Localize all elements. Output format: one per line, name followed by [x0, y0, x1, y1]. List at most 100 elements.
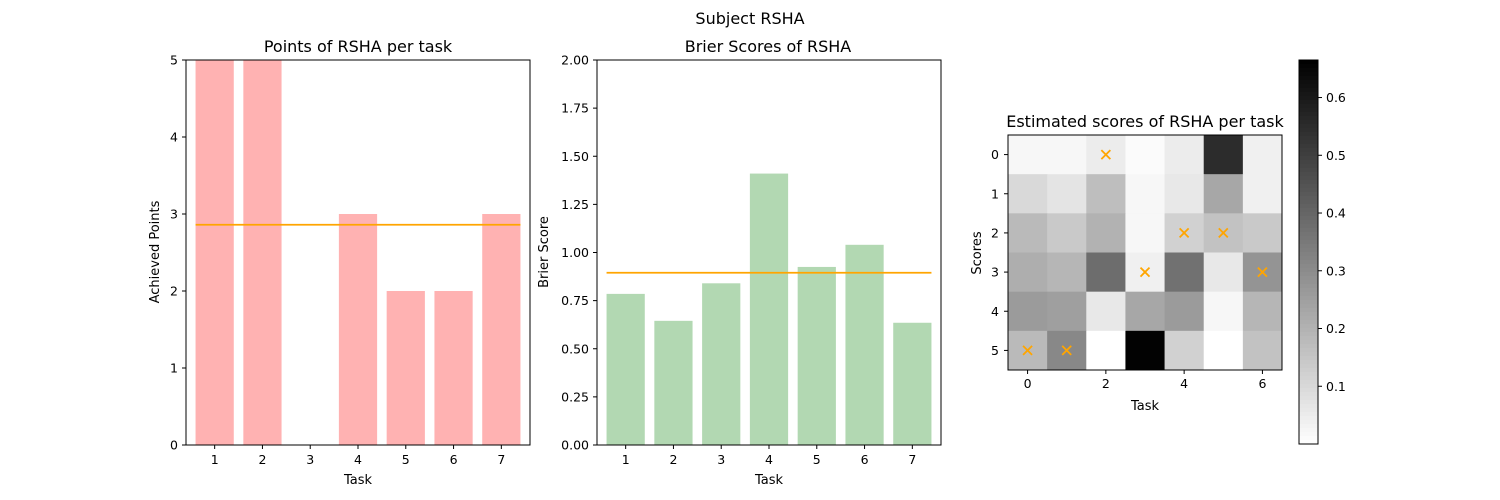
- heatmap-cell: [1242, 291, 1283, 332]
- points-chart: Points of RSHA per task 1 2 3 4 5 6 7 0 1 2 3 4 5 Ta…: [148, 37, 531, 488]
- brier-bar: [797, 266, 836, 445]
- colorbar-swatch: [1299, 368, 1318, 373]
- colorbar-swatch: [1299, 112, 1318, 117]
- colorbar-swatch: [1299, 288, 1318, 293]
- colorbar-swatch: [1299, 336, 1318, 341]
- points-ytick-label: 0: [170, 438, 178, 453]
- heatmap-cell: [1008, 213, 1048, 253]
- heatmap-cell: [1125, 330, 1166, 371]
- brier-ytick-label: 1.75: [561, 101, 589, 116]
- colorbar-swatch: [1299, 236, 1318, 241]
- colorbar-swatch: [1299, 240, 1318, 245]
- heatmap-marker: [1179, 227, 1190, 239]
- heatmap-cell: [1047, 252, 1087, 293]
- colorbar-swatch: [1299, 124, 1318, 129]
- heatmap-marker: [1061, 345, 1072, 356]
- heatmap-xtick-label: 0: [1024, 376, 1032, 391]
- colorbar-swatch: [1299, 440, 1318, 445]
- colorbar-swatch: [1299, 200, 1318, 205]
- heatmap-marker-stroke: [1179, 227, 1190, 239]
- heatmap-cell: [1242, 213, 1283, 253]
- colorbar-swatch: [1299, 300, 1318, 305]
- points-chart-xlabel: Task: [343, 473, 373, 488]
- heatmap-cell: [1164, 174, 1205, 214]
- colorbar-swatch: [1299, 316, 1318, 321]
- colorbar-swatch: [1299, 244, 1318, 249]
- brier-bar: [749, 173, 789, 445]
- colorbar-swatch: [1299, 268, 1318, 273]
- heatmap-marker-stroke: [1139, 266, 1151, 278]
- colorbar-swatch: [1299, 408, 1318, 413]
- heatmap-cell: [1047, 135, 1087, 175]
- colorbar-swatch: [1299, 204, 1318, 209]
- heatmap-cell: [1125, 291, 1166, 332]
- heatmap-cell: [1242, 135, 1283, 175]
- heatmap-cell: [1047, 291, 1087, 332]
- heatmap-marker-stroke: [1022, 345, 1033, 356]
- brier-bar: [654, 320, 693, 445]
- colorbar-swatch: [1299, 212, 1318, 217]
- colorbar-swatch: [1299, 228, 1318, 233]
- heatmap-cell: [1164, 135, 1205, 175]
- colorbar-swatch: [1299, 256, 1318, 261]
- colorbar-swatch: [1299, 340, 1318, 345]
- brier-ytick-label: 1.00: [561, 245, 589, 260]
- colorbar-swatch: [1299, 108, 1318, 113]
- points-bar: [482, 214, 521, 445]
- brier-xtick-label: 6: [861, 452, 869, 467]
- brier-bar: [606, 293, 645, 445]
- heatmap-cell: [1242, 330, 1283, 371]
- colorbar-swatch: [1299, 364, 1318, 369]
- colorbar-swatch: [1299, 96, 1318, 101]
- points-xtick-label: 6: [450, 452, 458, 467]
- heatmap-ytick-label: 1: [991, 186, 999, 201]
- colorbar-swatch: [1299, 308, 1318, 313]
- colorbar-swatch: [1299, 372, 1318, 377]
- heatmap-cell: [1203, 135, 1244, 175]
- colorbar-swatch: [1299, 260, 1318, 265]
- heatmap-cell: [1008, 252, 1048, 293]
- heatmap-marker: [1257, 266, 1268, 278]
- colorbar-swatch: [1299, 172, 1318, 177]
- colorbar-swatch: [1299, 344, 1318, 349]
- colorbar-swatch: [1299, 348, 1318, 353]
- heatmap-cell: [1008, 135, 1048, 175]
- points-xtick-label: 1: [211, 452, 219, 467]
- colorbar-swatch: [1299, 220, 1318, 225]
- colorbar-tick-label: 0.5: [1326, 148, 1346, 163]
- colorbar-swatch: [1299, 384, 1318, 389]
- colorbar-swatch: [1299, 216, 1318, 221]
- colorbar-swatch: [1299, 152, 1318, 157]
- colorbar-swatch: [1299, 136, 1318, 141]
- colorbar-swatch: [1299, 104, 1318, 109]
- colorbar-swatch: [1299, 352, 1318, 357]
- brier-bar: [893, 322, 932, 445]
- brier-bar: [845, 244, 884, 445]
- colorbar-swatch: [1299, 412, 1318, 417]
- heatmap-ytick-label: 0: [991, 147, 999, 162]
- points-bar: [195, 60, 234, 445]
- colorbar-swatch: [1299, 184, 1318, 189]
- colorbar-swatch: [1299, 88, 1318, 93]
- brier-xtick-label: 4: [765, 452, 773, 467]
- brier-ytick-label: 0.50: [561, 341, 589, 356]
- colorbar-swatch: [1299, 224, 1318, 229]
- brier-ytick-label: 0.25: [561, 389, 589, 404]
- heatmap-cell: [1125, 135, 1166, 175]
- heatmap-marker-stroke: [1257, 266, 1268, 278]
- heatmap-xtick-label: 4: [1180, 376, 1188, 391]
- colorbar-swatch: [1299, 144, 1318, 149]
- colorbar-swatch: [1299, 376, 1318, 381]
- colorbar-swatch: [1299, 120, 1318, 125]
- colorbar-swatch: [1299, 424, 1318, 429]
- colorbar-swatch: [1299, 208, 1318, 213]
- colorbar-swatch: [1299, 280, 1318, 285]
- points-bar: [386, 291, 425, 445]
- colorbar-swatch: [1299, 80, 1318, 85]
- heatmap-cell: [1125, 213, 1166, 253]
- heatmap-cell: [1008, 291, 1048, 332]
- brier-xtick-label: 5: [813, 452, 821, 467]
- colorbar-swatch: [1299, 400, 1318, 405]
- colorbar-swatch: [1299, 436, 1318, 441]
- points-bar: [243, 60, 282, 445]
